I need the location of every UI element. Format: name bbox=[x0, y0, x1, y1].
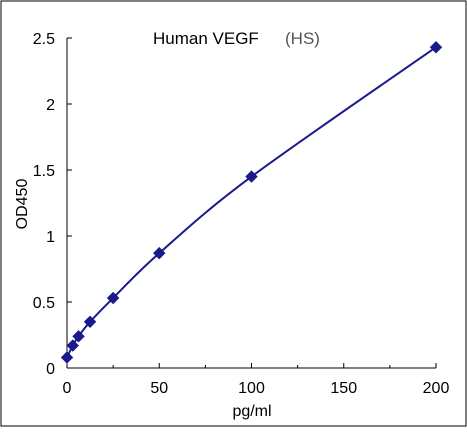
data-point-diamond bbox=[66, 339, 79, 352]
x-tick-label: 0 bbox=[63, 380, 72, 397]
y-tick-label: 1 bbox=[46, 229, 55, 246]
x-axis: 0 50 100 150 200 bbox=[63, 363, 450, 397]
y-tick-label: 2 bbox=[46, 97, 55, 114]
data-point-diamond bbox=[153, 246, 166, 260]
data-point-diamond bbox=[83, 315, 97, 329]
data-point-diamond bbox=[106, 291, 120, 305]
x-tick-label: 200 bbox=[423, 380, 450, 397]
x-axis-label: pg/ml bbox=[232, 403, 271, 420]
y-axis: 0 0.5 1 1.5 2 2.5 bbox=[33, 31, 72, 378]
y-tick-label: 0.5 bbox=[33, 295, 55, 312]
chart-title-suffix: (HS) bbox=[285, 29, 320, 48]
chart-title: Human VEGF bbox=[153, 29, 259, 48]
x-tick-label: 100 bbox=[238, 380, 265, 397]
y-tick-label: 0 bbox=[46, 361, 55, 378]
data-point-diamond bbox=[429, 41, 443, 54]
y-tick-label: 2.5 bbox=[33, 31, 55, 48]
y-axis-label: OD450 bbox=[14, 179, 31, 230]
x-tick-label: 50 bbox=[150, 380, 168, 397]
data-point-diamond bbox=[60, 351, 74, 364]
y-tick-label: 1.5 bbox=[33, 163, 55, 180]
data-point-diamond bbox=[245, 170, 258, 183]
data-point-diamond bbox=[72, 330, 85, 343]
series-layer bbox=[60, 41, 443, 364]
x-tick-label: 150 bbox=[330, 380, 357, 397]
